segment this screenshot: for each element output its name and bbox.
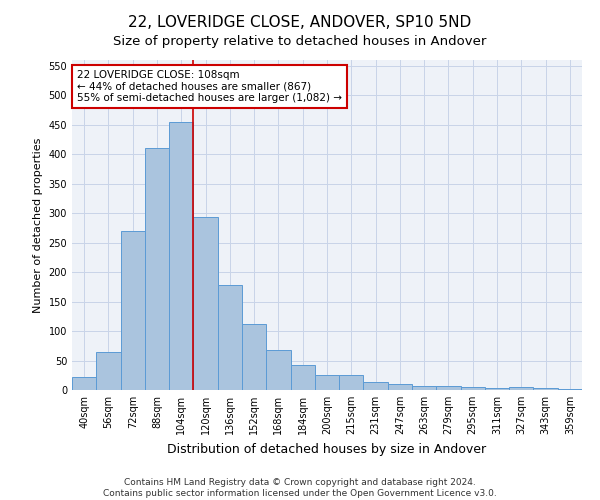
Bar [558, 389, 582, 390]
Bar [364, 382, 388, 390]
Bar [218, 285, 242, 390]
Bar [533, 388, 558, 390]
Bar [412, 386, 436, 390]
Bar [121, 231, 145, 390]
Bar [339, 376, 364, 390]
Bar [96, 352, 121, 390]
X-axis label: Distribution of detached houses by size in Andover: Distribution of detached houses by size … [167, 442, 487, 456]
Text: Contains HM Land Registry data © Crown copyright and database right 2024.
Contai: Contains HM Land Registry data © Crown c… [103, 478, 497, 498]
Bar [145, 148, 169, 390]
Bar [485, 388, 509, 390]
Bar [242, 324, 266, 390]
Bar [315, 376, 339, 390]
Text: Size of property relative to detached houses in Andover: Size of property relative to detached ho… [113, 35, 487, 48]
Bar [169, 122, 193, 390]
Bar [72, 377, 96, 390]
Y-axis label: Number of detached properties: Number of detached properties [33, 138, 43, 312]
Text: 22 LOVERIDGE CLOSE: 108sqm
← 44% of detached houses are smaller (867)
55% of sem: 22 LOVERIDGE CLOSE: 108sqm ← 44% of deta… [77, 70, 342, 103]
Bar [290, 364, 315, 390]
Bar [193, 218, 218, 390]
Bar [509, 387, 533, 390]
Bar [461, 387, 485, 390]
Bar [388, 384, 412, 390]
Text: 22, LOVERIDGE CLOSE, ANDOVER, SP10 5ND: 22, LOVERIDGE CLOSE, ANDOVER, SP10 5ND [128, 15, 472, 30]
Bar [266, 350, 290, 390]
Bar [436, 386, 461, 390]
